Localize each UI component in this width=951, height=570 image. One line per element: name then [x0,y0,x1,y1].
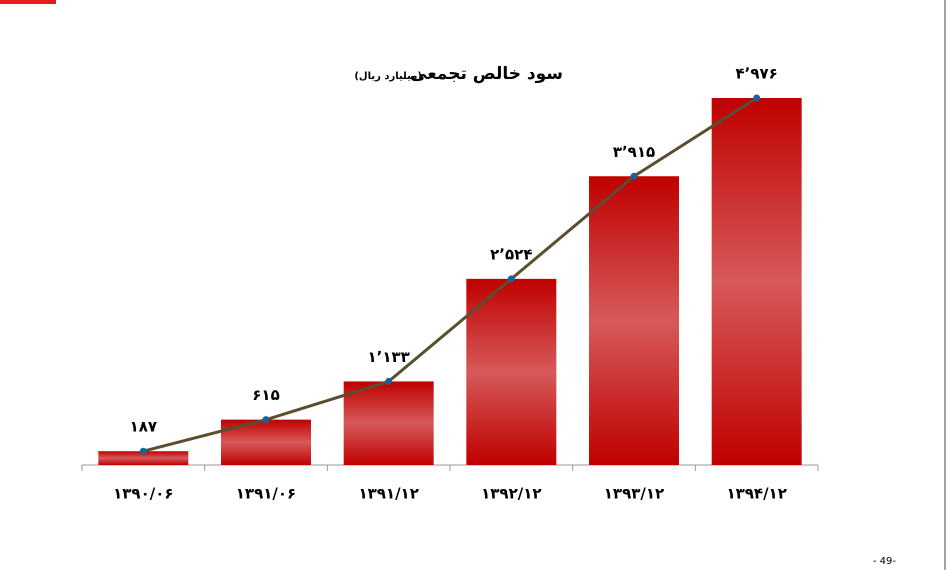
x-tick-label: ۱۳۹۱/۰۶ [236,485,296,503]
value-label: ۴٬۹۷۶ [736,65,778,83]
bar [589,176,679,465]
x-tick-label: ۱۳۹۳/۱۲ [604,485,664,503]
value-label: ۱٬۱۳۳ [368,348,410,366]
x-tick-label: ۱۳۹۴/۱۲ [726,485,786,503]
chart-subtitle: (میلیارد ریال) [354,71,422,82]
bar [466,278,557,465]
marker [753,94,761,102]
chart-title: سود خالص تجمعی [410,64,563,84]
value-label: ۲٬۵۲۴ [490,245,532,263]
marker [262,416,270,424]
line [142,96,758,453]
marker [385,377,393,385]
marker [139,447,147,455]
x-tick-label: ۱۳۹۰/۰۶ [113,485,173,503]
marker [630,172,638,180]
bar [711,98,802,465]
bar [343,381,434,465]
decor-bar [0,0,56,4]
value-label: ۱۸۷ [130,418,157,436]
marker [507,275,515,283]
value-label: ۳٬۹۱۵ [613,143,655,161]
x-tick-label: ۱۳۹۱/۱۲ [358,485,418,503]
x-tick-label: ۱۳۹۲/۱۲ [481,485,541,503]
bar [98,451,189,465]
page-number: - 49- [873,556,897,567]
value-label: ۶۱۵ [252,386,279,404]
